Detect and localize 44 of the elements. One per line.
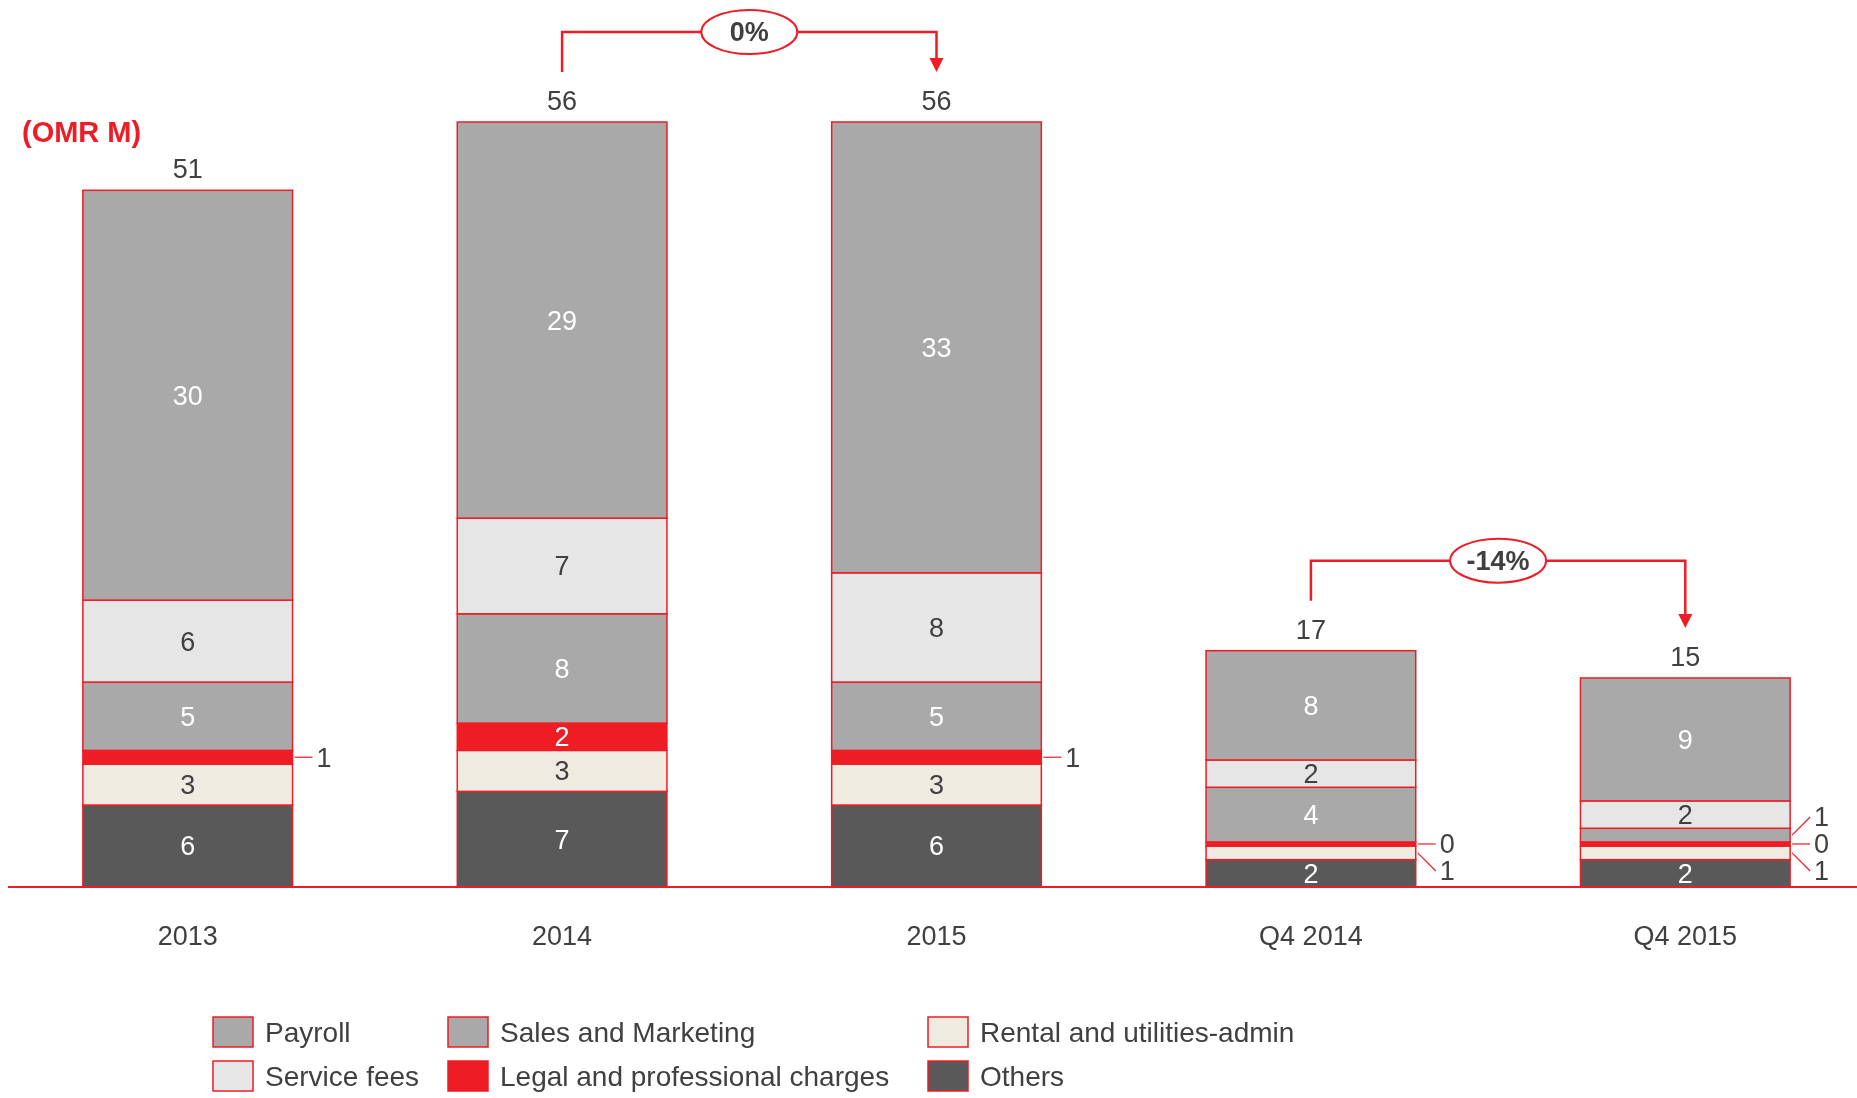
data-label: 9: [1677, 724, 1693, 755]
legend-label: Service fees: [265, 1060, 420, 1092]
data-label: 6: [928, 831, 945, 862]
text: 0%: [729, 17, 769, 48]
data-label: 4: [1303, 800, 1319, 831]
total-label: 56: [547, 86, 578, 116]
legend-label: Others: [980, 1060, 1065, 1092]
data-label: 6: [180, 831, 196, 862]
data-label: 2: [1303, 759, 1319, 790]
total-label: 15: [1670, 641, 1701, 672]
total-label: 17: [1295, 614, 1326, 645]
data-label: 5: [928, 701, 945, 732]
data-label: 7: [554, 551, 570, 582]
annotation: -14%: [1466, 546, 1530, 577]
data-label: 29: [547, 305, 578, 336]
x-tick-label: Q4 2014: [1259, 921, 1363, 951]
data-label: 2: [554, 722, 570, 753]
x-tick-label: 2015: [906, 921, 967, 951]
data-label: 33: [921, 332, 952, 363]
x-tick-label: 2013: [157, 921, 218, 951]
data-label: 1: [316, 742, 332, 773]
data-label: 8: [928, 612, 945, 643]
x-tick-label: 2014: [532, 921, 593, 951]
data-label: 5: [180, 701, 196, 732]
legend-label: Payroll: [265, 1016, 351, 1048]
data-label: 3: [554, 756, 570, 787]
data-label: 2: [1677, 800, 1693, 831]
data-label: 6: [180, 626, 196, 657]
legend-label: Sales and Marketing: [500, 1016, 756, 1048]
data-label: 7: [554, 824, 570, 855]
data-label: 8: [1303, 690, 1319, 721]
x-tick-label: Q4 2015: [1633, 921, 1738, 951]
data-label: 3: [928, 769, 945, 800]
data-label: 8: [554, 653, 570, 684]
legend-label: Rental and utilities-admin: [980, 1016, 1295, 1048]
total-label: 51: [172, 154, 203, 185]
legend-label: Legal and professional charges: [500, 1060, 890, 1092]
data-label: 2: [1303, 858, 1319, 889]
data-label: 2: [1677, 858, 1693, 889]
data-label: 30: [172, 380, 203, 411]
total-label: 56: [921, 86, 952, 116]
annotation: (OMR M): [22, 116, 142, 148]
data-label: 3: [180, 769, 196, 800]
data-label: 1: [1065, 742, 1081, 773]
